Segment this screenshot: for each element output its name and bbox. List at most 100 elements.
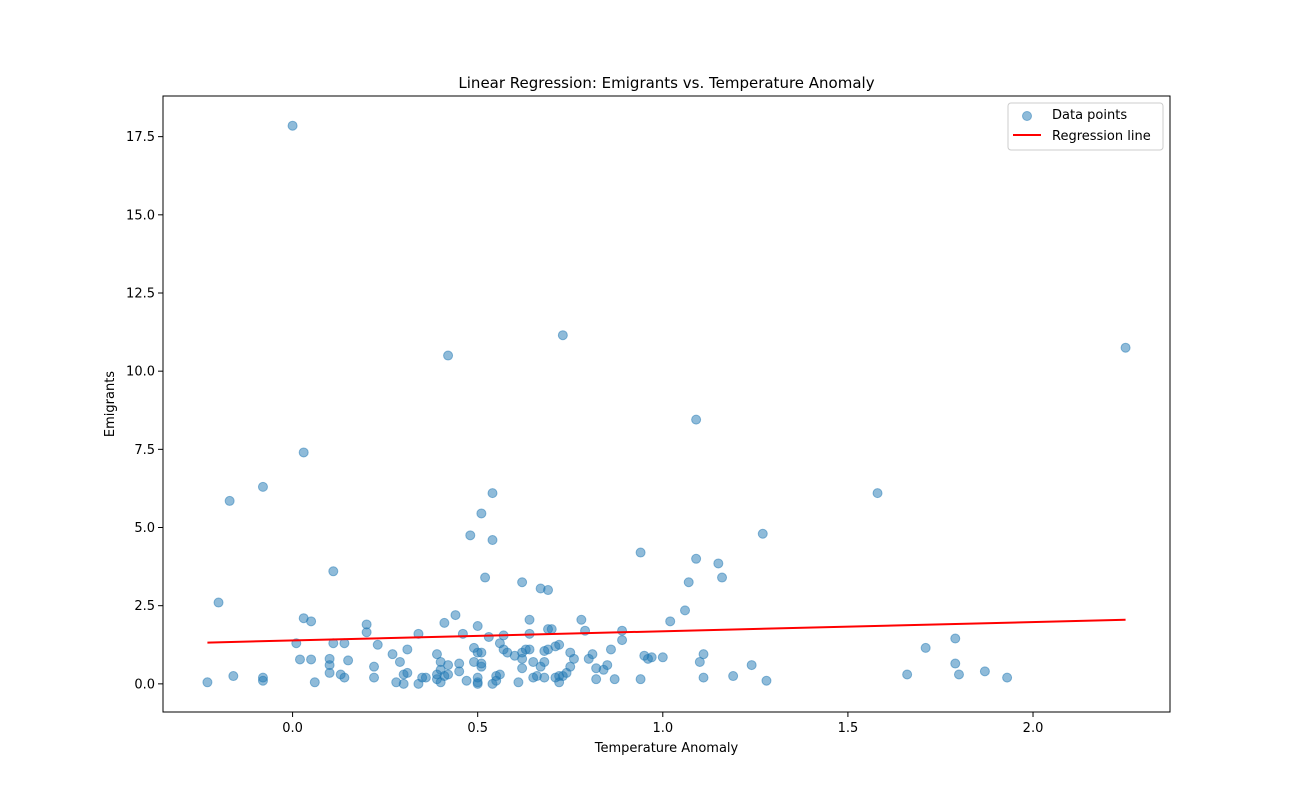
y-tick-label: 5.0 bbox=[134, 521, 155, 536]
data-point bbox=[528, 656, 539, 667]
data-point bbox=[698, 649, 709, 660]
y-tick-label: 12.5 bbox=[126, 286, 155, 301]
data-point bbox=[517, 653, 528, 664]
data-point bbox=[691, 414, 702, 425]
data-point bbox=[757, 528, 768, 539]
data-point bbox=[294, 654, 305, 665]
data-point bbox=[902, 669, 913, 680]
data-point bbox=[635, 547, 646, 558]
data-point bbox=[465, 530, 476, 541]
data-point bbox=[361, 627, 372, 638]
data-point bbox=[328, 566, 339, 577]
data-point bbox=[324, 667, 335, 678]
regression-line bbox=[207, 618, 1126, 644]
data-point bbox=[513, 677, 524, 688]
data-point bbox=[617, 635, 628, 646]
data-point bbox=[728, 671, 739, 682]
data-point bbox=[369, 661, 380, 672]
data-point bbox=[683, 577, 694, 588]
data-point bbox=[524, 644, 535, 655]
data-point bbox=[476, 658, 487, 669]
data-point bbox=[439, 617, 450, 628]
data-point bbox=[309, 677, 320, 688]
data-point bbox=[343, 655, 354, 666]
data-point bbox=[487, 535, 498, 546]
data-point bbox=[539, 672, 550, 683]
data-point bbox=[1002, 672, 1013, 683]
data-point bbox=[920, 642, 931, 653]
data-point bbox=[420, 672, 431, 683]
data-point bbox=[461, 675, 472, 686]
data-point bbox=[476, 647, 487, 658]
data-point bbox=[443, 350, 454, 361]
data-point bbox=[602, 660, 613, 671]
x-tick-label: 2.0 bbox=[1023, 721, 1044, 736]
data-point bbox=[746, 660, 757, 671]
y-axis-ticks: 0.0 2.5 5.0 7.5 10.0 12.5 15.0 17.5 bbox=[126, 130, 163, 692]
data-point bbox=[979, 666, 990, 677]
data-point bbox=[228, 671, 239, 682]
x-axis-label: Temperature Anomaly bbox=[594, 741, 739, 756]
data-point bbox=[402, 667, 413, 678]
data-point bbox=[605, 644, 616, 655]
legend-label-regression-line: Regression line bbox=[1052, 129, 1151, 144]
data-point bbox=[617, 625, 628, 636]
data-point bbox=[576, 614, 587, 625]
data-point bbox=[950, 658, 961, 669]
data-point bbox=[680, 605, 691, 616]
data-point bbox=[257, 672, 268, 683]
regression-line-group bbox=[207, 618, 1126, 644]
data-point bbox=[202, 677, 213, 688]
data-point bbox=[546, 624, 557, 635]
data-point bbox=[339, 672, 350, 683]
data-point bbox=[372, 639, 383, 650]
data-point bbox=[713, 558, 724, 569]
data-point bbox=[483, 631, 494, 642]
data-point bbox=[394, 656, 405, 667]
x-tick-label: 1.5 bbox=[838, 721, 859, 736]
chart-title: Linear Regression: Emigrants vs. Tempera… bbox=[458, 74, 874, 92]
data-point bbox=[306, 654, 317, 665]
y-tick-label: 17.5 bbox=[126, 130, 155, 145]
y-tick-label: 2.5 bbox=[134, 599, 155, 614]
data-point bbox=[454, 658, 465, 669]
data-point bbox=[306, 616, 317, 627]
x-tick-label: 0.5 bbox=[467, 721, 488, 736]
data-point bbox=[517, 577, 528, 588]
data-point bbox=[568, 653, 579, 664]
data-point bbox=[587, 649, 598, 660]
y-tick-label: 7.5 bbox=[134, 443, 155, 458]
data-point bbox=[398, 678, 409, 689]
legend-label-data-points: Data points bbox=[1052, 108, 1127, 123]
data-point bbox=[257, 481, 268, 492]
data-point bbox=[402, 644, 413, 655]
data-point bbox=[657, 652, 668, 663]
y-tick-label: 15.0 bbox=[126, 208, 155, 223]
y-axis-label: Emigrants bbox=[103, 371, 118, 437]
legend-marker-data-points bbox=[1022, 111, 1032, 121]
data-point bbox=[517, 663, 528, 674]
data-point bbox=[646, 652, 657, 663]
x-tick-label: 1.0 bbox=[652, 721, 673, 736]
data-point bbox=[443, 669, 454, 680]
data-point bbox=[691, 553, 702, 564]
data-point bbox=[554, 639, 565, 650]
data-point bbox=[543, 585, 554, 596]
x-tick-label: 0.0 bbox=[282, 721, 303, 736]
data-point bbox=[324, 653, 335, 664]
data-point bbox=[472, 678, 483, 689]
data-point bbox=[539, 656, 550, 667]
data-point bbox=[635, 674, 646, 685]
data-point bbox=[1120, 342, 1131, 353]
x-axis-ticks: 0.0 0.5 1.0 1.5 2.0 bbox=[282, 712, 1043, 736]
scatter-points bbox=[202, 120, 1131, 689]
data-point bbox=[591, 674, 602, 685]
data-point bbox=[698, 672, 709, 683]
data-point bbox=[387, 649, 398, 660]
y-tick-label: 0.0 bbox=[134, 677, 155, 692]
data-point bbox=[480, 572, 491, 583]
data-point bbox=[287, 120, 298, 131]
data-point bbox=[476, 508, 487, 519]
data-point bbox=[950, 633, 961, 644]
